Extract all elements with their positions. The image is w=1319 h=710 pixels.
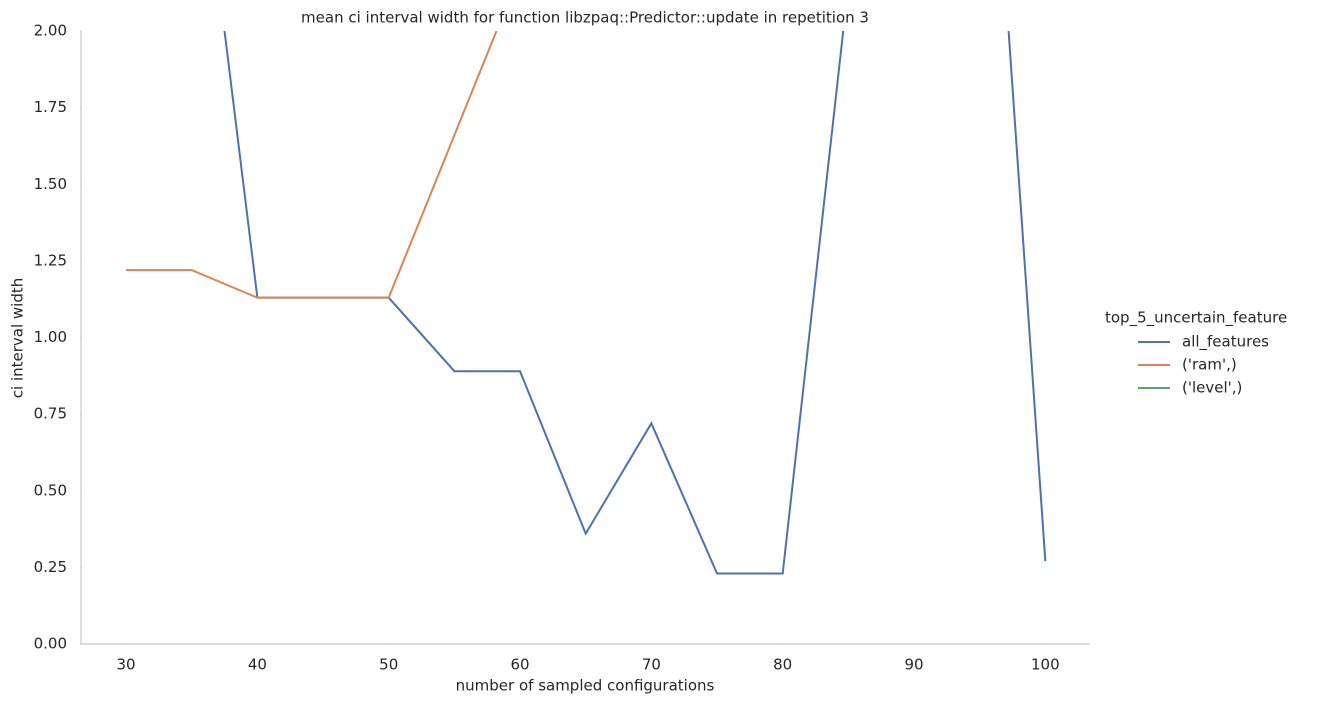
y-tick-label: 0.50 <box>34 481 67 499</box>
legend-label: all_features <box>1182 333 1269 352</box>
y-tick-label: 0.00 <box>34 635 67 653</box>
y-tick-label: 1.25 <box>34 251 67 269</box>
chart-title: mean ci interval width for function libz… <box>301 9 869 27</box>
legend-title: top_5_uncertain_feature <box>1105 309 1287 328</box>
legend-label: ('level',) <box>1182 379 1242 397</box>
y-tick-label: 2.00 <box>34 22 67 40</box>
x-tick-label: 50 <box>379 656 398 674</box>
series-line <box>126 31 498 299</box>
plot-area <box>126 31 1047 575</box>
x-axis-label: number of sampled configurations <box>456 677 715 695</box>
x-tick-label: 90 <box>904 656 923 674</box>
x-tick-label: 100 <box>1031 656 1060 674</box>
series-line <box>223 31 1047 575</box>
x-tick-label: 40 <box>248 656 267 674</box>
x-tick-label: 30 <box>116 656 135 674</box>
y-tick-label: 0.75 <box>34 405 67 423</box>
x-tick-label: 60 <box>510 656 529 674</box>
x-tick-label: 70 <box>642 656 661 674</box>
y-axis-label: ci interval width <box>9 278 27 398</box>
y-tick-label: 1.00 <box>34 328 67 346</box>
y-tick-label: 1.50 <box>34 175 67 193</box>
y-tick-label: 0.25 <box>34 558 67 576</box>
legend-label: ('ram',) <box>1182 356 1237 374</box>
y-tick-label: 1.75 <box>34 98 67 116</box>
x-tick-label: 80 <box>773 656 792 674</box>
